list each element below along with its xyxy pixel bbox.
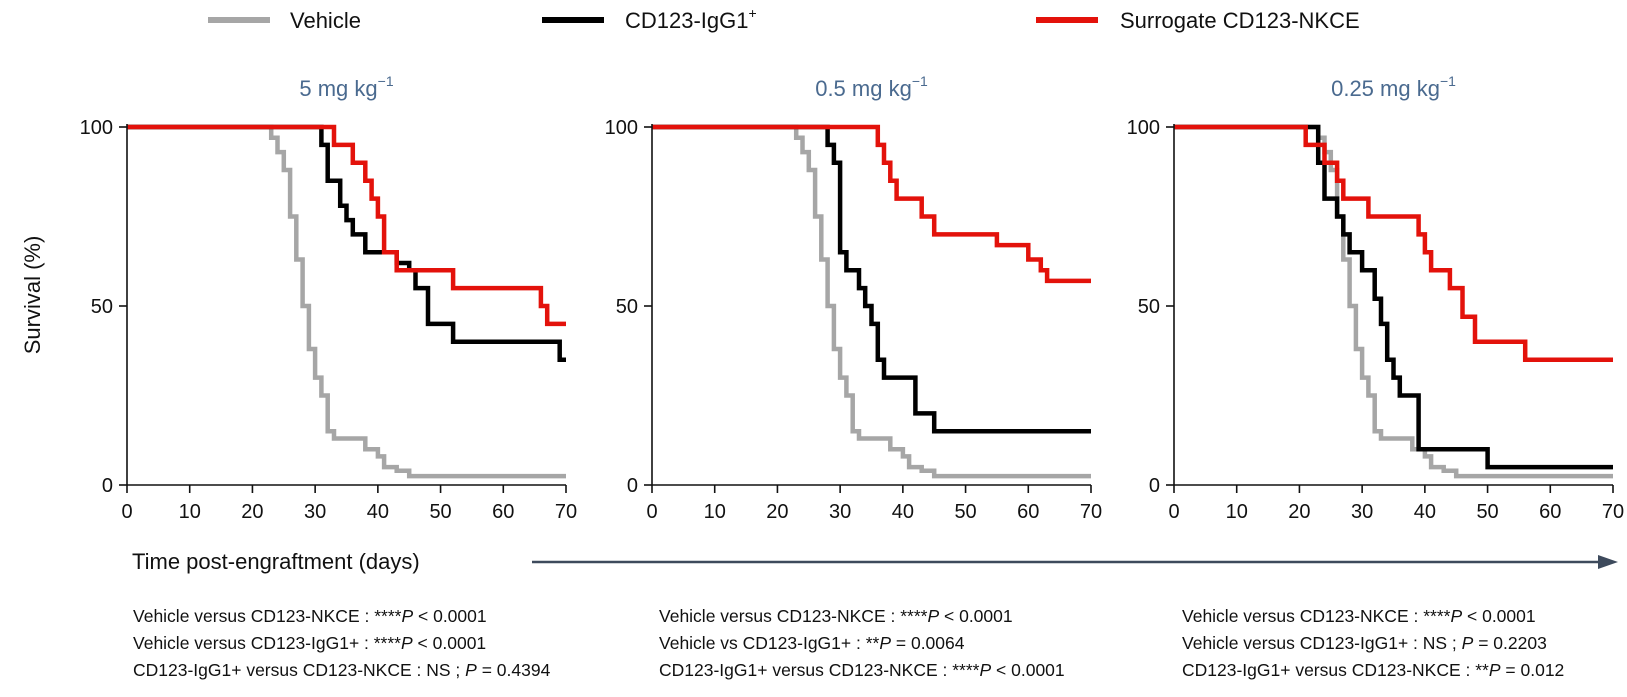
x-tick-label: 0 (646, 501, 657, 523)
stat-line: CD123-IgG1+ versus CD123-NKCE : ****P < … (659, 660, 1065, 680)
y-tick-label: 0 (627, 475, 638, 497)
panel-title: 0.5 mg kg−1 (815, 73, 928, 101)
x-tick-label: 20 (241, 501, 263, 523)
x-tick-label: 70 (555, 501, 577, 523)
series-line-surrogate-cd123-nkce (1174, 124, 1613, 362)
legend-item-vehicle: Vehicle (208, 8, 361, 33)
panel-3: 0.25 mg kg−1 0 50 100 0 10 20 30 40 50 60 70 (1127, 73, 1625, 523)
stat-line: CD123-IgG1+ versus CD123-NKCE : NS ; P =… (133, 660, 551, 680)
panel-2: 0.5 mg kg−1 0 50 100 0 10 20 30 40 50 60 70 (605, 73, 1103, 523)
x-tick-label: 40 (1414, 501, 1436, 523)
series-line-cd123-igg1 (127, 124, 566, 362)
legend: Vehicle CD123-IgG1+ Surrogate CD123-NKCE (208, 5, 1360, 33)
x-tick-label: 70 (1080, 501, 1102, 523)
x-tick-label: 20 (1288, 501, 1310, 523)
x-tick-label: 60 (1017, 501, 1039, 523)
y-tick-label: 100 (80, 117, 113, 139)
panel-1: 5 mg kg−1 0 50 100 0 10 20 30 40 50 60 70 (80, 73, 578, 523)
legend-label-nkce: Surrogate CD123-NKCE (1120, 8, 1360, 33)
x-tick-label: 10 (179, 501, 201, 523)
x-tick-label: 50 (1476, 501, 1498, 523)
x-axis-title: Time post-engraftment (days) (132, 549, 420, 574)
x-tick-label: 10 (704, 501, 726, 523)
x-tick-label: 30 (829, 501, 851, 523)
stat-line: Vehicle versus CD123-NKCE : ****P < 0.00… (659, 606, 1013, 626)
series-line-cd123-igg1 (1174, 124, 1613, 470)
x-tick-label: 30 (304, 501, 326, 523)
legend-label-igg1: CD123-IgG1+ (625, 5, 757, 33)
time-arrow-head (1598, 555, 1618, 569)
series-line-vehicle (652, 124, 1091, 479)
x-tick-label: 0 (1168, 501, 1179, 523)
x-tick-label: 30 (1351, 501, 1373, 523)
y-tick-label: 0 (1149, 475, 1160, 497)
y-tick-label: 0 (102, 475, 113, 497)
stat-line: Vehicle versus CD123-NKCE : ****P < 0.00… (133, 606, 487, 626)
legend-item-nkce: Surrogate CD123-NKCE (1036, 8, 1360, 33)
y-axis-title: Survival (%) (20, 236, 45, 355)
y-tick-label: 100 (605, 117, 638, 139)
stats-block-3: Vehicle versus CD123-NKCE : ****P < 0.00… (1182, 603, 1564, 684)
x-tick-label: 40 (367, 501, 389, 523)
stats-block-1: Vehicle versus CD123-NKCE : ****P < 0.00… (133, 603, 550, 684)
x-tick-label: 50 (954, 501, 976, 523)
series-line-cd123-igg1 (652, 124, 1091, 434)
x-tick-label: 60 (492, 501, 514, 523)
stat-line: Vehicle versus CD123-IgG1+ : NS ; P = 0.… (1182, 633, 1547, 653)
x-tick-label: 10 (1226, 501, 1248, 523)
x-tick-label: 0 (121, 501, 132, 523)
y-tick-label: 50 (616, 296, 638, 318)
stat-line: CD123-IgG1+ versus CD123-NKCE : **P = 0.… (1182, 660, 1565, 680)
legend-item-igg1: CD123-IgG1+ (542, 5, 757, 33)
x-tick-label: 60 (1539, 501, 1561, 523)
x-tick-label: 20 (766, 501, 788, 523)
series-line-vehicle (127, 124, 566, 479)
x-tick-label: 70 (1602, 501, 1624, 523)
panel-title: 5 mg kg−1 (299, 73, 393, 101)
time-arrow (532, 555, 1618, 569)
y-tick-label: 50 (1138, 296, 1160, 318)
legend-label-vehicle: Vehicle (290, 8, 361, 33)
panel-title: 0.25 mg kg−1 (1331, 73, 1456, 101)
stat-line: Vehicle vs CD123-IgG1+ : **P = 0.0064 (659, 633, 965, 653)
stat-line: Vehicle versus CD123-IgG1+ : ****P < 0.0… (133, 633, 487, 653)
y-tick-label: 100 (1127, 117, 1160, 139)
y-tick-label: 50 (91, 296, 113, 318)
x-tick-label: 40 (892, 501, 914, 523)
series-line-surrogate-cd123-nkce (127, 124, 566, 327)
x-tick-label: 50 (429, 501, 451, 523)
stat-line: Vehicle versus CD123-NKCE : ****P < 0.00… (1182, 606, 1536, 626)
stats-block-2: Vehicle versus CD123-NKCE : ****P < 0.00… (659, 603, 1065, 684)
series-line-vehicle (1174, 124, 1613, 479)
series-line-surrogate-cd123-nkce (652, 124, 1091, 284)
